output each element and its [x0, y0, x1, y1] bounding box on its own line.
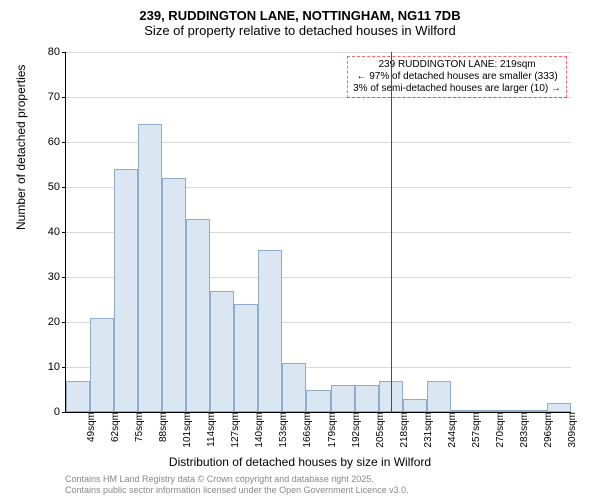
x-tick-label: 166sqm — [298, 412, 313, 448]
reference-line — [391, 52, 392, 412]
annotation-line1: 239 RUDDINGTON LANE: 219sqm — [353, 59, 561, 71]
x-axis-label: Distribution of detached houses by size … — [0, 455, 600, 469]
y-tick-label: 40 — [48, 226, 66, 238]
y-tick-label: 50 — [48, 181, 66, 193]
gridline — [66, 52, 571, 53]
plot-area: 239 RUDDINGTON LANE: 219sqm ← 97% of det… — [65, 52, 571, 413]
x-tick-label: 270sqm — [491, 412, 506, 448]
footer-line1: Contains HM Land Registry data © Crown c… — [65, 474, 409, 485]
histogram-bar — [282, 363, 306, 413]
y-tick-label: 70 — [48, 91, 66, 103]
histogram-bar — [138, 124, 162, 412]
chart-title-block: 239, RUDDINGTON LANE, NOTTINGHAM, NG11 7… — [0, 0, 600, 38]
annotation-line2: ← 97% of detached houses are smaller (33… — [353, 71, 561, 83]
histogram-bar — [331, 385, 355, 412]
chart-container: 239, RUDDINGTON LANE, NOTTINGHAM, NG11 7… — [0, 0, 600, 500]
histogram-bar — [355, 385, 379, 412]
x-tick-label: 127sqm — [226, 412, 241, 448]
y-tick-label: 20 — [48, 316, 66, 328]
x-tick-label: 309sqm — [563, 412, 578, 448]
annotation-box: 239 RUDDINGTON LANE: 219sqm ← 97% of det… — [347, 56, 567, 98]
x-tick-label: 101sqm — [178, 412, 193, 448]
x-tick-label: 231sqm — [419, 412, 434, 448]
footer-line2: Contains public sector information licen… — [65, 485, 409, 496]
x-tick-label: 296sqm — [539, 412, 554, 448]
y-tick-label: 0 — [54, 406, 66, 418]
x-tick-label: 244sqm — [443, 412, 458, 448]
x-tick-label: 114sqm — [202, 412, 217, 447]
annotation-line3: 3% of semi-detached houses are larger (1… — [353, 83, 561, 95]
histogram-bar — [306, 390, 330, 413]
chart-title-address: 239, RUDDINGTON LANE, NOTTINGHAM, NG11 7… — [0, 8, 600, 23]
x-tick-label: 192sqm — [347, 412, 362, 448]
x-tick-label: 205sqm — [371, 412, 386, 448]
x-tick-label: 62sqm — [106, 412, 121, 442]
x-tick-label: 75sqm — [130, 412, 145, 442]
histogram-bar — [162, 178, 186, 412]
y-tick-label: 10 — [48, 361, 66, 373]
x-tick-label: 218sqm — [395, 412, 410, 448]
y-axis-label: Number of detached properties — [14, 65, 28, 230]
x-tick-label: 153sqm — [274, 412, 289, 448]
histogram-bar — [66, 381, 90, 413]
y-tick-label: 80 — [48, 46, 66, 58]
x-tick-label: 88sqm — [154, 412, 169, 442]
histogram-bar — [210, 291, 234, 413]
histogram-bar — [403, 399, 427, 413]
x-tick-label: 179sqm — [323, 412, 338, 448]
attribution-footer: Contains HM Land Registry data © Crown c… — [65, 474, 409, 496]
x-tick-label: 49sqm — [82, 412, 97, 442]
histogram-bar — [234, 304, 258, 412]
histogram-bar — [186, 219, 210, 413]
chart-subtitle: Size of property relative to detached ho… — [0, 23, 600, 38]
histogram-bar — [114, 169, 138, 412]
histogram-bar — [258, 250, 282, 412]
histogram-bar — [427, 381, 451, 413]
y-tick-label: 60 — [48, 136, 66, 148]
x-tick-label: 283sqm — [515, 412, 530, 448]
x-tick-label: 140sqm — [250, 412, 265, 448]
y-tick-label: 30 — [48, 271, 66, 283]
x-tick-label: 257sqm — [467, 412, 482, 448]
gridline — [66, 97, 571, 98]
histogram-bar — [547, 403, 571, 412]
histogram-bar — [90, 318, 114, 413]
